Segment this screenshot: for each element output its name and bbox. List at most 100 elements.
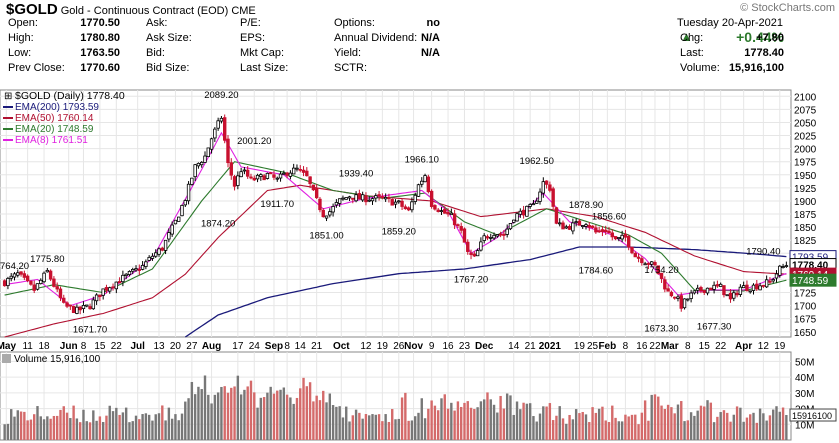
volume-bar — [591, 407, 594, 440]
candle-body — [623, 233, 628, 238]
ema20-line — [4, 161, 787, 296]
candle-body — [482, 235, 486, 241]
candle-body — [495, 234, 500, 237]
candle-body — [525, 205, 529, 217]
up-arrow-icon: ▲ — [680, 29, 693, 44]
field-value: N/A — [421, 47, 440, 59]
candle-body — [6, 278, 10, 287]
candle-body — [94, 294, 99, 302]
x-tick-label: 8 — [623, 341, 629, 352]
volume-bar — [308, 382, 312, 440]
volume-bar — [128, 422, 131, 440]
volume-bar — [157, 413, 161, 440]
candle-body — [692, 290, 697, 294]
x-tick-label: May — [0, 341, 16, 352]
volume-bar — [124, 407, 128, 440]
volume-bar — [440, 398, 443, 440]
candle-body — [265, 172, 270, 179]
volume-bar — [256, 407, 259, 440]
volume-bar — [683, 421, 686, 440]
volume-bar — [335, 406, 338, 440]
volume-bar — [716, 416, 719, 440]
field-value: 1763.50 — [80, 47, 120, 59]
price-annotation: 1939.40 — [339, 168, 373, 179]
y-tick-label: 2025 — [794, 132, 817, 143]
y-tick-label: 1725 — [794, 289, 817, 300]
volume-bar — [765, 420, 768, 440]
x-tick-label: 25 — [587, 341, 599, 352]
candle-body — [705, 287, 710, 294]
price-annotation: 1911.70 — [260, 199, 294, 210]
volume-bar — [604, 420, 607, 440]
y-tick-label: 1875 — [794, 210, 817, 221]
volume-bar — [266, 392, 269, 440]
candle-body — [531, 203, 536, 206]
candle-body — [173, 219, 178, 225]
volume-bar — [210, 403, 213, 440]
volume-bar — [131, 421, 134, 440]
volume-bar — [581, 411, 584, 440]
candle-body — [393, 201, 398, 205]
volume-bar — [496, 412, 499, 440]
volume-bar — [144, 413, 148, 440]
candle-body — [259, 174, 263, 177]
volume-bar — [115, 407, 118, 440]
volume-bar — [735, 406, 739, 440]
candle-body — [613, 236, 618, 240]
x-tick-label: Mar — [661, 341, 679, 352]
candle-body — [406, 207, 411, 211]
x-tick-label: Nov — [404, 341, 423, 352]
volume-bar — [505, 393, 509, 440]
volume-bar — [220, 386, 223, 440]
candle-body — [347, 196, 352, 199]
field-value: +7.80 — [756, 32, 784, 44]
candle-body — [334, 202, 339, 206]
candle-body — [65, 302, 69, 307]
volume-bar — [338, 406, 341, 440]
volume-bar — [377, 414, 381, 440]
volume-bar — [269, 386, 272, 440]
candle-body — [170, 224, 174, 235]
y-tick-label: 2050 — [794, 118, 817, 129]
volume-bar — [361, 418, 364, 440]
candle-body — [656, 265, 660, 275]
volume-bar — [689, 412, 693, 440]
field-label: Bid Size: — [146, 62, 190, 74]
volume-bar — [650, 394, 653, 440]
candle-body — [167, 232, 171, 240]
x-tick-label: 8 — [284, 341, 290, 352]
volume-bar — [101, 421, 105, 440]
volume-bar — [450, 402, 453, 440]
candle-body — [558, 222, 562, 225]
candle-body — [32, 284, 36, 291]
volume-bar — [161, 405, 164, 440]
volume-bar — [726, 412, 729, 440]
candle-body — [544, 180, 549, 185]
candle-body — [446, 212, 450, 215]
candle-body — [216, 120, 220, 129]
candle-body — [617, 237, 621, 239]
x-tick-label: Jul — [130, 341, 145, 352]
candle-body — [771, 279, 775, 282]
candle-body — [699, 287, 703, 292]
volume-bar — [193, 394, 197, 440]
x-tick-label: 11 — [22, 341, 33, 352]
volume-bar — [6, 423, 10, 440]
volume-bar — [407, 420, 410, 440]
volume-bar — [111, 411, 115, 440]
x-tick-label: 22 — [715, 341, 727, 352]
volume-bar — [706, 400, 709, 440]
volume-tag — [789, 408, 837, 422]
volume-bar — [752, 412, 755, 440]
candle-body — [117, 281, 122, 284]
candle-body — [383, 197, 388, 200]
y-tick-label: 1950 — [794, 171, 817, 182]
field-label: Ask: — [146, 17, 168, 29]
candle-body — [712, 284, 716, 290]
volume-bar — [46, 416, 49, 440]
volume-bar — [657, 396, 660, 440]
candle-body — [439, 210, 444, 213]
candle-body — [682, 298, 687, 309]
volume-bar — [147, 414, 151, 440]
volume-bar — [72, 405, 75, 440]
